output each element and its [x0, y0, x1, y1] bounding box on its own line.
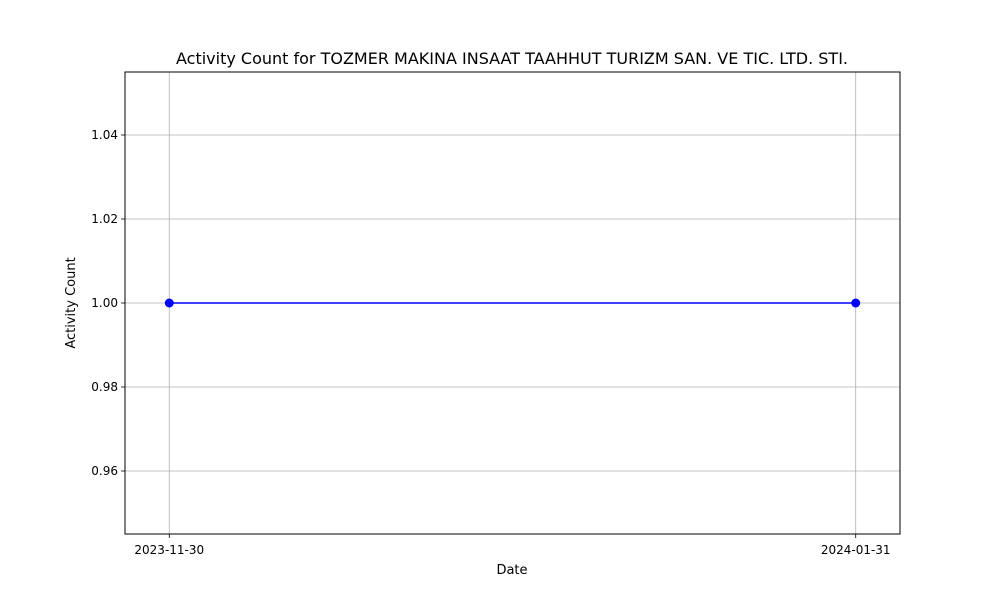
- y-tick-label: 1.00: [91, 296, 118, 310]
- data-point: [164, 298, 174, 308]
- y-tick-label: 1.02: [91, 212, 118, 226]
- series: [164, 298, 861, 308]
- y-axis-label: Activity Count: [64, 257, 79, 348]
- y-tick-label: 1.04: [91, 128, 118, 142]
- chart-title: Activity Count for TOZMER MAKINA INSAAT …: [176, 49, 848, 68]
- y-tick-label: 0.96: [91, 464, 118, 478]
- data-point: [851, 298, 861, 308]
- y-tick-label: 0.98: [91, 380, 118, 394]
- x-axis-label: Date: [496, 563, 527, 578]
- x-tick-label: 2023-11-30: [134, 543, 204, 557]
- axis-ticks: 0.96 0.98 1.00 1.02 1.04 2023-11-30 2024-01-31: [91, 128, 890, 557]
- x-tick-label: 2024-01-31: [821, 543, 891, 557]
